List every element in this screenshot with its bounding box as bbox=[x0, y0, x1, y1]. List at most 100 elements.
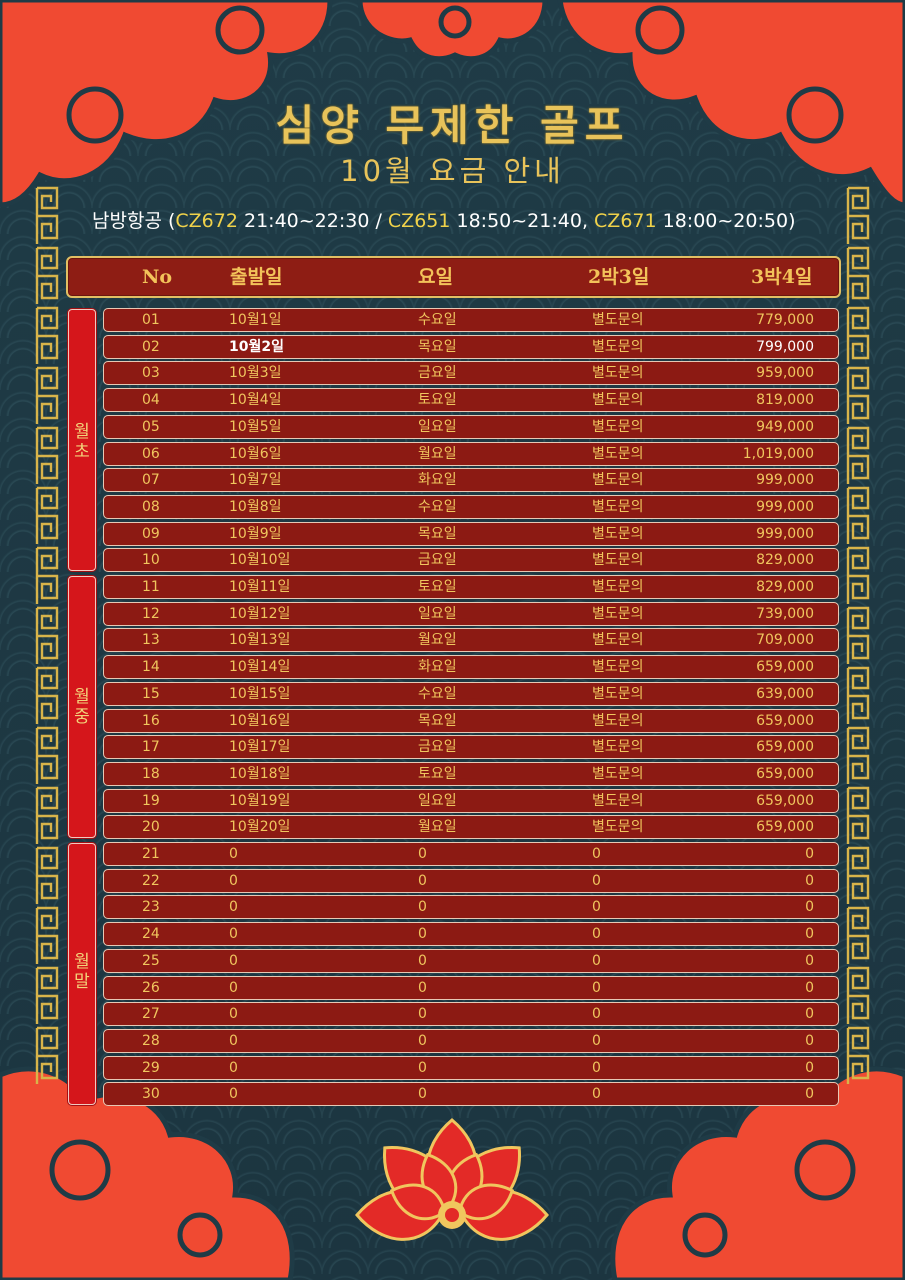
row-plan-a: 별도문의 bbox=[592, 712, 644, 729]
header-plan-b: 3박4일 bbox=[751, 266, 813, 288]
table-row: 24 0 0 0 0 bbox=[103, 922, 839, 947]
row-no: 02 bbox=[142, 338, 160, 355]
row-plan-b: 659,000 bbox=[756, 765, 814, 782]
row-date: 10월8일 bbox=[229, 498, 282, 515]
row-plan-a: 별도문의 bbox=[592, 552, 644, 569]
row-date: 0 bbox=[229, 979, 238, 996]
row-plan-b: 0 bbox=[805, 872, 814, 889]
row-plan-a: 0 bbox=[592, 1032, 601, 1049]
row-plan-a: 별도문의 bbox=[592, 819, 644, 836]
row-day: 일요일 bbox=[418, 792, 457, 809]
row-no: 08 bbox=[142, 498, 160, 515]
row-plan-a: 별도문의 bbox=[592, 392, 644, 409]
row-day: 0 bbox=[418, 899, 427, 916]
row-plan-b: 659,000 bbox=[756, 712, 814, 729]
table-row: 14 10월14일 화요일 별도문의 659,000 bbox=[103, 655, 839, 680]
row-no: 03 bbox=[142, 365, 160, 382]
row-plan-b: 819,000 bbox=[756, 392, 814, 409]
row-day: 0 bbox=[418, 926, 427, 943]
row-date: 10월2일 bbox=[229, 338, 284, 355]
row-no: 13 bbox=[142, 632, 160, 649]
row-day: 금요일 bbox=[418, 365, 457, 382]
row-date: 0 bbox=[229, 872, 238, 889]
row-plan-b: 659,000 bbox=[756, 739, 814, 756]
row-date: 0 bbox=[229, 926, 238, 943]
airline-paren: ( bbox=[167, 210, 176, 232]
row-plan-a: 별도문의 bbox=[592, 312, 644, 328]
header-date: 출발일 bbox=[230, 266, 283, 288]
row-plan-a: 별도문의 bbox=[592, 685, 644, 702]
row-date: 10월6일 bbox=[229, 445, 282, 462]
flight-code-1: CZ672 bbox=[175, 210, 238, 232]
row-plan-a: 0 bbox=[592, 846, 601, 862]
row-plan-b: 0 bbox=[805, 1059, 814, 1076]
row-date: 10월14일 bbox=[229, 659, 291, 676]
row-no: 27 bbox=[142, 1006, 160, 1023]
period-late-label-1: 월 bbox=[74, 952, 90, 972]
table-row: 29 0 0 0 0 bbox=[103, 1055, 839, 1080]
table-row: 30 0 0 0 0 bbox=[103, 1082, 839, 1107]
row-date: 10월4일 bbox=[229, 392, 282, 409]
table-row: 08 10월8일 수요일 별도문의 999,000 bbox=[103, 494, 839, 519]
row-date: 10월12일 bbox=[229, 605, 291, 622]
row-date: 10월10일 bbox=[229, 552, 291, 569]
row-no: 25 bbox=[142, 952, 160, 969]
row-no: 17 bbox=[142, 739, 160, 756]
table-row: 22 0 0 0 0 bbox=[103, 868, 839, 893]
row-no: 07 bbox=[142, 472, 160, 489]
row-day: 토요일 bbox=[418, 579, 457, 595]
row-plan-b: 0 bbox=[805, 979, 814, 996]
row-no: 04 bbox=[142, 392, 160, 409]
row-plan-b: 0 bbox=[805, 899, 814, 916]
airline-info: 남방항공 (CZ672 21:40~22:30 / CZ651 18:50~21… bbox=[92, 206, 795, 233]
row-day: 월요일 bbox=[418, 819, 457, 836]
row-plan-a: 0 bbox=[592, 952, 601, 969]
row-no: 05 bbox=[142, 418, 160, 435]
row-plan-a: 0 bbox=[592, 1086, 601, 1103]
flight-time-1: 21:40~22:30 / bbox=[237, 210, 388, 232]
period-early: 월 초 bbox=[68, 309, 96, 571]
row-no: 14 bbox=[142, 659, 160, 676]
row-plan-a: 별도문의 bbox=[592, 659, 644, 676]
row-date: 0 bbox=[229, 952, 238, 969]
row-plan-b: 0 bbox=[805, 1006, 814, 1023]
row-no: 28 bbox=[142, 1032, 160, 1049]
table-header: No 출발일 요일 2박3일 3박4일 bbox=[66, 256, 841, 298]
row-plan-b: 999,000 bbox=[756, 472, 814, 489]
row-date: 10월15일 bbox=[229, 685, 291, 702]
row-day: 0 bbox=[418, 1032, 427, 1049]
table-row: 16 10월16일 목요일 별도문의 659,000 bbox=[103, 708, 839, 733]
flight-code-3: CZ671 bbox=[594, 210, 657, 232]
table-row: 10 10월10일 금요일 별도문의 829,000 bbox=[103, 548, 839, 573]
row-date: 0 bbox=[229, 1059, 238, 1076]
row-day: 0 bbox=[418, 979, 427, 996]
table-row: 04 10월4일 토요일 별도문의 819,000 bbox=[103, 388, 839, 413]
row-date: 10월5일 bbox=[229, 418, 282, 435]
row-no: 11 bbox=[142, 579, 160, 595]
row-plan-b: 639,000 bbox=[756, 685, 814, 702]
row-no: 29 bbox=[142, 1059, 160, 1076]
row-plan-b: 659,000 bbox=[756, 659, 814, 676]
header-no: No bbox=[142, 266, 173, 288]
row-plan-b: 779,000 bbox=[756, 312, 814, 328]
table-row: 17 10월17일 금요일 별도문의 659,000 bbox=[103, 735, 839, 760]
row-plan-b: 0 bbox=[805, 1032, 814, 1049]
row-day: 수요일 bbox=[418, 685, 457, 702]
row-no: 26 bbox=[142, 979, 160, 996]
row-plan-b: 829,000 bbox=[756, 579, 814, 595]
row-date: 10월9일 bbox=[229, 525, 282, 542]
row-plan-a: 별도문의 bbox=[592, 338, 644, 355]
period-late: 월 말 bbox=[68, 843, 96, 1105]
period-late-label-2: 말 bbox=[74, 972, 90, 992]
table-row: 26 0 0 0 0 bbox=[103, 975, 839, 1000]
header-plan-a: 2박3일 bbox=[588, 266, 650, 288]
row-plan-a: 별도문의 bbox=[592, 365, 644, 382]
period-mid: 월 중 bbox=[68, 576, 96, 838]
row-day: 0 bbox=[418, 1006, 427, 1023]
period-mid-label-1: 월 bbox=[74, 687, 90, 707]
row-no: 06 bbox=[142, 445, 160, 462]
row-date: 10월17일 bbox=[229, 739, 291, 756]
row-plan-a: 별도문의 bbox=[592, 605, 644, 622]
